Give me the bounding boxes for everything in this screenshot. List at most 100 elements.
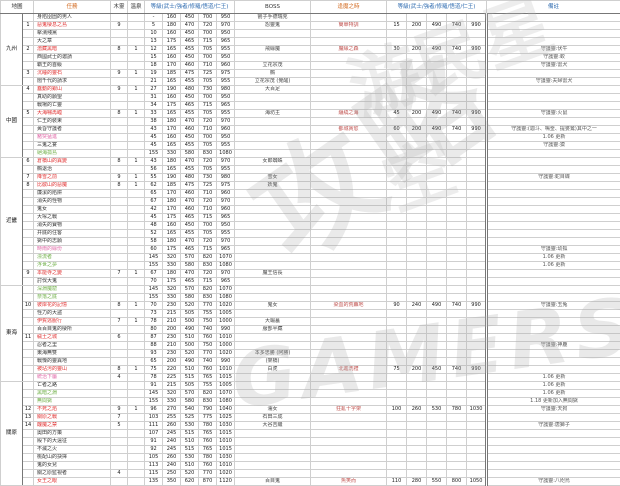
note-cell <box>487 14 620 22</box>
mission-name-cell: 殿下的大遠征 <box>34 438 111 446</box>
onsen-count-cell: 1 <box>128 174 145 182</box>
twilight-level-cell <box>467 198 487 206</box>
twilight-level-cell <box>447 430 467 438</box>
twilight-level-cell <box>447 70 467 78</box>
twilight-level-cell: 450 <box>427 366 447 374</box>
twilight-level-cell <box>447 262 467 270</box>
twilight-level-cell <box>467 78 487 86</box>
level-cell: 720 <box>199 158 217 166</box>
level-cell: 750 <box>199 318 217 326</box>
level-cell: 580 <box>181 262 199 270</box>
twilight-level-cell <box>407 414 427 422</box>
twilight-mission-cell <box>311 438 387 446</box>
level-cell: 1015 <box>217 446 235 454</box>
mission-name-cell: 倉橋山的異變 <box>34 158 111 166</box>
twilight-level-cell <box>447 118 467 126</box>
note-cell <box>487 358 620 366</box>
kodama-count-cell <box>111 478 128 486</box>
level-cell: 5 <box>145 22 163 30</box>
level-cell: 210 <box>163 342 181 350</box>
level-cell: 165 <box>163 110 181 118</box>
level-cell: 1080 <box>217 294 235 302</box>
onsen-count-cell <box>128 350 145 358</box>
note-cell <box>487 278 620 286</box>
mission-number-cell <box>23 326 34 334</box>
level-cell: 755 <box>199 310 217 318</box>
onsen-count-cell: 1 <box>128 182 145 190</box>
twilight-level-cell: 75 <box>387 366 407 374</box>
twilight-mission-cell <box>311 246 387 254</box>
twilight-level-cell <box>467 430 487 438</box>
level-cell: 830 <box>199 262 217 270</box>
mission-name-cell: 沉睡的靈石 <box>34 70 111 78</box>
level-cell: 520 <box>181 302 199 310</box>
level-cell: 720 <box>199 270 217 278</box>
level-cell: 455 <box>181 78 199 86</box>
note-cell: 守護靈:蛟 <box>487 54 620 62</box>
level-cell: 185 <box>163 182 181 190</box>
twilight-level-cell <box>387 190 407 198</box>
level-cell: 135 <box>145 478 163 486</box>
level-cell: 755 <box>199 382 217 390</box>
note-cell: 1.06 更新 <box>487 134 620 142</box>
level-cell: 730 <box>199 174 217 182</box>
level-cell: 1080 <box>217 262 235 270</box>
note-cell: 1.06 更新 <box>487 254 620 262</box>
twilight-level-cell: 490 <box>427 22 447 30</box>
header-onsen: 溫泉 <box>128 1 145 14</box>
twilight-level-cell <box>407 446 427 454</box>
twilight-level-cell <box>467 94 487 102</box>
twilight-level-cell <box>387 350 407 358</box>
twilight-level-cell <box>447 358 467 366</box>
twilight-level-cell <box>467 86 487 94</box>
level-cell: 215 <box>163 310 181 318</box>
onsen-count-cell <box>128 230 145 238</box>
level-cell: 760 <box>199 438 217 446</box>
kodama-count-cell <box>111 142 128 150</box>
boss-cell <box>235 470 311 478</box>
level-cell: 500 <box>181 342 199 350</box>
twilight-mission-cell <box>311 446 387 454</box>
twilight-level-cell <box>407 374 427 382</box>
level-cell: 965 <box>217 102 235 110</box>
level-cell: 12 <box>145 46 163 54</box>
mission-name-cell: 鬼女 <box>34 206 111 214</box>
twilight-level-cell <box>467 454 487 462</box>
level-cell: 580 <box>181 150 199 158</box>
twilight-level-cell <box>427 94 447 102</box>
mission-name-cell: 討伐大鬼 <box>34 278 111 286</box>
boss-cell <box>235 102 311 110</box>
onsen-count-cell <box>128 422 145 430</box>
level-cell: 465 <box>181 38 199 46</box>
twilight-level-cell <box>387 286 407 294</box>
twilight-level-cell: 740 <box>447 110 467 118</box>
kodama-count-cell: 5 <box>111 422 128 430</box>
level-cell: 165 <box>163 78 181 86</box>
level-cell: 520 <box>181 350 199 358</box>
onsen-count-cell <box>128 222 145 230</box>
boss-cell <box>235 286 311 294</box>
level-cell: 770 <box>199 350 217 358</box>
twilight-level-cell <box>387 142 407 150</box>
note-cell: 1.06 更新 <box>487 262 620 270</box>
twilight-level-cell <box>427 430 447 438</box>
twilight-level-cell <box>467 150 487 158</box>
twilight-mission-cell <box>311 134 387 142</box>
mission-number-cell <box>23 478 34 486</box>
level-cell: 750 <box>199 342 217 350</box>
twilight-level-cell <box>447 166 467 174</box>
region-label: 關原 <box>1 382 23 486</box>
twilight-mission-cell <box>311 86 387 94</box>
boss-cell <box>235 166 311 174</box>
level-cell: 740 <box>199 326 217 334</box>
onsen-count-cell <box>128 262 145 270</box>
level-cell: 965 <box>217 246 235 254</box>
